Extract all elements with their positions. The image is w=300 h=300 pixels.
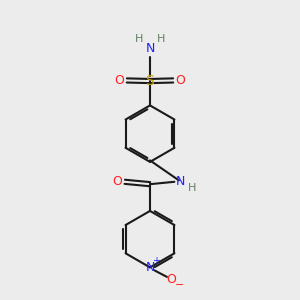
Text: N: N (145, 261, 155, 274)
Text: O: O (167, 273, 176, 286)
Text: S: S (146, 74, 154, 88)
Text: O: O (114, 74, 124, 87)
Text: N: N (145, 42, 155, 55)
Text: −: − (175, 280, 184, 290)
Text: N: N (176, 175, 186, 188)
Text: O: O (112, 175, 122, 188)
Text: H: H (134, 34, 143, 44)
Text: +: + (152, 256, 160, 266)
Text: O: O (176, 74, 186, 87)
Text: H: H (157, 34, 166, 44)
Text: H: H (188, 183, 196, 193)
